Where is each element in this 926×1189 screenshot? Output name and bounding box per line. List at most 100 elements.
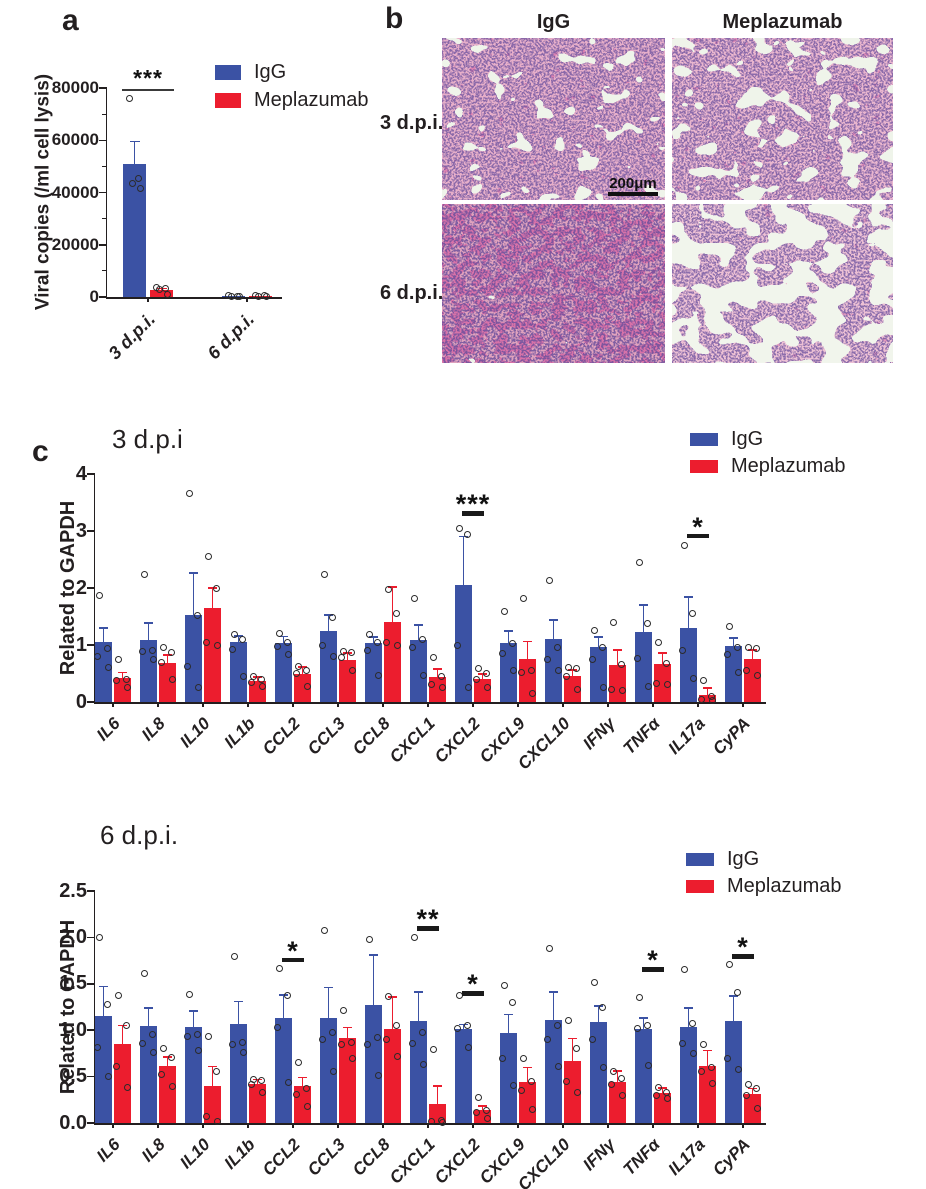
bar-igg [365,642,382,702]
data-point [681,541,688,549]
error-bar [211,1066,214,1086]
error-bar [166,655,169,664]
significance-stars: * [287,935,299,966]
data-point [205,552,212,560]
data-point [228,292,235,300]
data-point [734,644,741,652]
y-tick [87,530,95,532]
data-point [754,1104,761,1112]
data-point [194,1031,201,1039]
bar-meplazumab [294,674,311,702]
data-point [135,174,142,182]
data-point [724,1054,731,1062]
data-point [600,1063,607,1071]
x-tick [517,702,519,707]
data-point [753,645,760,653]
histology-column-header-igg: IgG [536,11,571,33]
data-point [708,1063,715,1071]
x-category-label: 3 d.p.i. [104,308,160,364]
data-point [735,1065,742,1073]
x-tick [382,1123,384,1128]
error-bar [642,605,645,632]
data-point [709,1079,716,1087]
data-point [563,1077,570,1085]
error-bar [102,986,105,1017]
data-point [239,1038,246,1046]
data-point [259,682,266,690]
data-point [690,674,697,682]
x-tick [607,702,609,707]
data-point [366,935,373,943]
data-point [393,610,400,618]
igg-legend-label: IgG [731,428,764,450]
error-bar [166,1057,169,1067]
data-point [214,641,221,649]
data-point [745,1080,752,1088]
data-point [689,1020,696,1028]
error-bar [481,1106,484,1110]
bar-meplazumab [159,663,176,702]
meplazumab-legend-label: Meplazumab [727,875,842,897]
bar-igg [123,163,146,297]
error-bar-cap [208,587,217,589]
data-point [184,662,191,670]
legend-item-igg: IgG [686,849,842,869]
data-point [419,1029,426,1037]
error-bar-cap [189,1009,198,1012]
cytokine-3dpi-chart: 0 1 2 3 4 IL6 IL8 IL10 IL1b CCL2 CCL3 CCL8 CXCL1 CXCL… [40,464,900,775]
bar-igg [680,627,697,702]
error-bar-cap [523,1066,532,1069]
error-bar [301,667,304,675]
error-bar-cap [459,535,468,538]
data-point [168,649,175,657]
data-point [274,1023,281,1031]
bar-igg [635,631,652,702]
error-bar-cap [639,1017,648,1019]
error-bar-cap [279,994,288,996]
error-bar [211,588,214,608]
igg-legend-label: IgG [727,848,760,870]
data-point [338,654,345,662]
data-point [573,1045,580,1053]
data-point [636,994,643,1002]
error-bar-cap [99,985,108,988]
y-tick-label: 3 [75,519,87,542]
data-point [475,1094,482,1102]
significance-line [122,89,174,91]
data-point [509,998,516,1006]
data-point [293,670,300,677]
igg-color-swatch [686,852,714,866]
y-tick-label: 60000 [51,130,99,150]
x-tick [157,1123,159,1128]
error-bar [481,674,484,680]
x-tick [202,702,204,707]
error-bar [147,1007,150,1026]
data-point [338,1040,345,1048]
error-bar [616,1071,619,1083]
error-bar-cap [388,586,397,588]
x-tick [472,702,474,707]
error-bar [597,637,600,647]
data-point [546,945,553,953]
bar-igg [500,1032,517,1123]
bar-meplazumab [384,622,401,702]
error-bar [706,687,709,696]
data-point [149,1031,156,1039]
error-bar-cap [163,1056,172,1058]
data-point [599,1003,606,1011]
data-point [574,1088,581,1096]
x-tick [652,1123,654,1128]
x-tick [246,297,248,302]
y-minor-tick [102,113,107,115]
x-axis-line [93,702,766,704]
x-tick [112,1123,114,1128]
bar-igg [365,1005,382,1123]
data-point [195,683,202,691]
bar-igg [230,642,247,702]
bar-meplazumab [609,1082,626,1123]
data-point [544,1035,551,1043]
histology-image-6dpi-igg [442,204,665,363]
data-point [113,1062,120,1070]
data-point [229,1040,236,1048]
meplazumab-legend-label: Meplazumab [254,89,369,111]
